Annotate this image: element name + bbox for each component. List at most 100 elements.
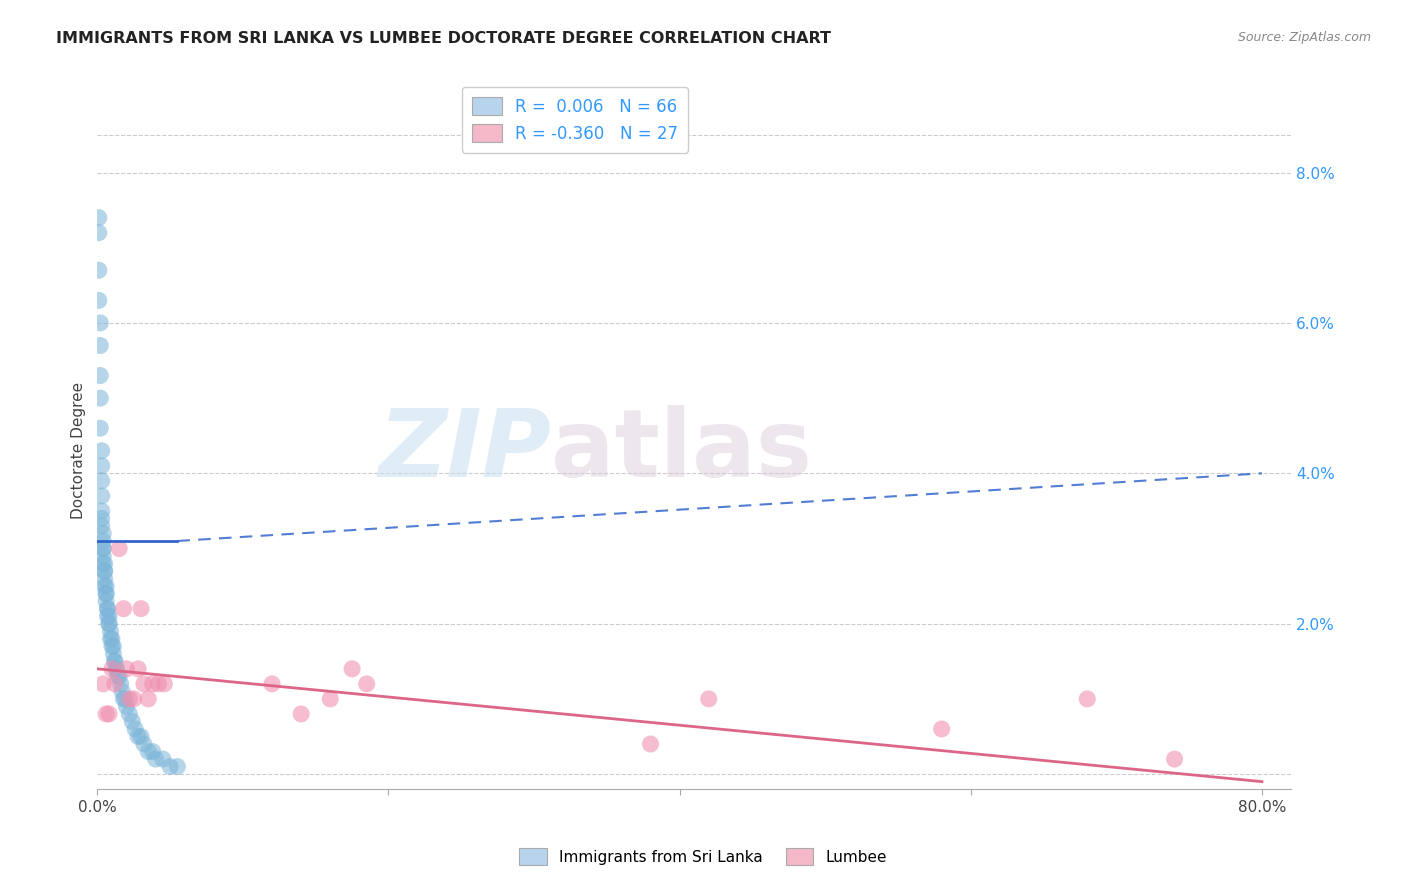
Point	[94, 587, 117, 601]
Text: atlas: atlas	[551, 405, 811, 497]
Point	[640, 737, 662, 751]
Point	[142, 677, 165, 691]
Point	[101, 640, 124, 654]
Point	[93, 564, 115, 578]
Point	[101, 662, 124, 676]
Point	[114, 692, 136, 706]
Point	[112, 601, 135, 615]
Point	[93, 564, 115, 578]
Point	[148, 677, 170, 691]
Point	[124, 722, 146, 736]
Text: ZIP: ZIP	[378, 405, 551, 497]
Point	[129, 730, 152, 744]
Point	[104, 677, 127, 691]
Point	[90, 489, 112, 503]
Point	[136, 692, 159, 706]
Point	[112, 692, 135, 706]
Point	[91, 541, 114, 556]
Point	[132, 737, 155, 751]
Point	[91, 541, 114, 556]
Point	[94, 594, 117, 608]
Point	[90, 443, 112, 458]
Point	[98, 616, 121, 631]
Point	[91, 677, 114, 691]
Legend: R =  0.006   N = 66, R = -0.360   N = 27: R = 0.006 N = 66, R = -0.360 N = 27	[461, 87, 688, 153]
Point	[91, 557, 114, 571]
Point	[115, 699, 138, 714]
Point	[91, 526, 114, 541]
Point	[127, 662, 149, 676]
Point	[152, 752, 174, 766]
Point	[89, 391, 111, 405]
Point	[145, 752, 167, 766]
Point	[159, 759, 181, 773]
Point	[98, 609, 121, 624]
Point	[104, 654, 127, 668]
Point	[91, 549, 114, 563]
Point	[115, 662, 138, 676]
Point	[103, 640, 125, 654]
Point	[101, 632, 124, 646]
Point	[96, 601, 118, 615]
Point	[87, 211, 110, 225]
Point	[90, 511, 112, 525]
Point	[100, 632, 122, 646]
Point	[166, 759, 188, 773]
Point	[142, 745, 165, 759]
Point	[1163, 752, 1185, 766]
Point	[340, 662, 363, 676]
Point	[94, 587, 117, 601]
Point	[129, 601, 152, 615]
Point	[107, 669, 129, 683]
Point	[260, 677, 283, 691]
Point	[108, 541, 131, 556]
Point	[90, 519, 112, 533]
Point	[87, 293, 110, 308]
Point	[87, 263, 110, 277]
Point	[89, 421, 111, 435]
Point	[91, 533, 114, 548]
Point	[111, 684, 134, 698]
Point	[118, 706, 141, 721]
Point	[118, 692, 141, 706]
Point	[90, 504, 112, 518]
Point	[127, 730, 149, 744]
Point	[93, 572, 115, 586]
Point	[697, 692, 720, 706]
Point	[136, 745, 159, 759]
Point	[98, 706, 121, 721]
Point	[87, 226, 110, 240]
Point	[105, 662, 128, 676]
Point	[89, 338, 111, 352]
Point	[290, 706, 312, 721]
Legend: Immigrants from Sri Lanka, Lumbee: Immigrants from Sri Lanka, Lumbee	[513, 842, 893, 871]
Point	[94, 706, 117, 721]
Point	[356, 677, 378, 691]
Point	[93, 557, 115, 571]
Text: IMMIGRANTS FROM SRI LANKA VS LUMBEE DOCTORATE DEGREE CORRELATION CHART: IMMIGRANTS FROM SRI LANKA VS LUMBEE DOCT…	[56, 31, 831, 46]
Point	[90, 458, 112, 473]
Point	[90, 474, 112, 488]
Point	[931, 722, 953, 736]
Point	[153, 677, 176, 691]
Y-axis label: Doctorate Degree: Doctorate Degree	[72, 382, 86, 519]
Point	[100, 624, 122, 639]
Point	[132, 677, 155, 691]
Point	[98, 616, 121, 631]
Point	[319, 692, 342, 706]
Point	[89, 368, 111, 383]
Point	[93, 579, 115, 593]
Point	[108, 669, 131, 683]
Point	[89, 316, 111, 330]
Point	[96, 609, 118, 624]
Point	[96, 601, 118, 615]
Point	[110, 677, 132, 691]
Point	[103, 647, 125, 661]
Text: Source: ZipAtlas.com: Source: ZipAtlas.com	[1237, 31, 1371, 45]
Point	[121, 714, 143, 729]
Point	[122, 692, 145, 706]
Point	[105, 662, 128, 676]
Point	[94, 579, 117, 593]
Point	[104, 654, 127, 668]
Point	[1076, 692, 1098, 706]
